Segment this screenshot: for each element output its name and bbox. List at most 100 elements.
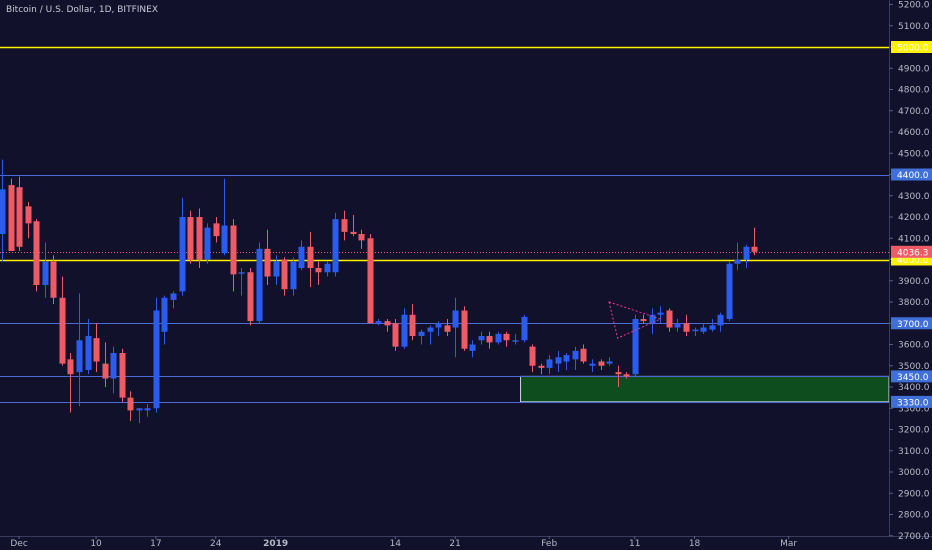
horizontal-levels-layer <box>0 46 889 403</box>
candle <box>25 202 32 239</box>
candle <box>161 295 168 345</box>
candle-body <box>435 323 442 328</box>
price-tick-label: 3400.0 <box>898 383 930 393</box>
candle <box>298 240 305 271</box>
candle <box>700 323 707 334</box>
candle-body <box>606 361 613 364</box>
candle <box>409 304 416 341</box>
candle-body <box>187 217 194 260</box>
candle <box>751 227 758 256</box>
candle <box>435 321 442 336</box>
candle <box>16 176 23 251</box>
price-tick-label: 4500.0 <box>898 149 930 159</box>
time-tick-label: 14 <box>390 539 402 549</box>
level-tag: 3700.0 <box>897 320 929 330</box>
candle-body <box>204 227 211 260</box>
last-price-tag: 4036.3 <box>897 248 929 258</box>
candle <box>290 257 297 296</box>
candle <box>418 329 425 345</box>
candle-body <box>478 336 485 341</box>
price-tick-label: 3600.0 <box>898 341 930 351</box>
candle-body <box>580 348 587 362</box>
time-axis[interactable]: Dec 10 17 24 2019 14 21 Feb 11 18 Mar <box>10 536 797 549</box>
time-tick-label: Dec <box>10 539 27 549</box>
candle <box>230 219 237 292</box>
candle <box>427 325 434 345</box>
candles-layer <box>0 159 758 424</box>
candle-body <box>298 246 305 268</box>
candle <box>495 331 502 345</box>
price-tick-label: 3200.0 <box>898 426 930 436</box>
candle-body <box>290 261 297 290</box>
candle-body <box>110 353 117 379</box>
level-tag-bg <box>891 395 932 408</box>
candle <box>238 268 245 296</box>
candle-body <box>657 312 664 315</box>
candle-body <box>427 327 434 332</box>
candle-body <box>572 350 579 360</box>
candle <box>392 319 399 351</box>
candle <box>358 229 365 249</box>
price-tags-layer: 5000.0 4400.0 4000.0 3700.0 3450.0 3330.0 4036… <box>891 41 932 408</box>
candle <box>273 255 280 285</box>
price-tick-label: 3500.0 <box>898 362 930 372</box>
candle-body <box>264 248 271 277</box>
candle <box>110 346 117 394</box>
drawing-layer <box>608 301 662 339</box>
candle-body <box>273 261 280 277</box>
candle <box>281 257 288 296</box>
candle <box>461 306 468 351</box>
time-tick-label: 17 <box>150 539 161 549</box>
triangle-pattern <box>608 301 662 339</box>
candle <box>144 404 151 417</box>
time-tick-label: 21 <box>449 539 460 549</box>
candle <box>649 308 656 334</box>
price-tick-label: 2700.0 <box>898 532 930 542</box>
candle <box>521 314 528 343</box>
candle <box>666 308 673 332</box>
candle-body <box>486 336 493 343</box>
candle <box>709 319 716 332</box>
candle <box>33 219 40 292</box>
candle-body <box>615 372 622 375</box>
candle-body <box>726 263 733 319</box>
candle-body <box>392 323 399 347</box>
candle <box>384 319 391 332</box>
time-tick-label: 24 <box>210 539 222 549</box>
level-tag-bg <box>891 317 932 330</box>
candle <box>0 159 6 262</box>
candle-body <box>341 219 348 232</box>
candle-body <box>674 323 681 328</box>
candle-body <box>25 206 32 224</box>
candle <box>401 308 408 349</box>
candle-body <box>384 321 391 326</box>
candle-body <box>649 314 656 324</box>
candle-body <box>418 331 425 336</box>
candle <box>674 319 681 332</box>
price-tick-label: 4300.0 <box>898 192 930 202</box>
candle <box>563 353 570 370</box>
price-tick-label: 3800.0 <box>898 298 930 308</box>
price-tick-label: 4800.0 <box>898 86 930 96</box>
candle-body <box>350 231 357 234</box>
price-tick-label: 3000.0 <box>898 468 930 478</box>
candle <box>93 323 100 373</box>
candle <box>127 391 134 421</box>
candle <box>85 319 92 375</box>
candle-body <box>401 314 408 347</box>
candle-body <box>495 333 502 343</box>
candle <box>42 242 49 298</box>
candle-body <box>461 310 468 349</box>
demand-zone <box>520 375 890 403</box>
candle-body <box>247 272 254 322</box>
candle-body <box>709 325 716 330</box>
candle <box>341 210 348 241</box>
candle-body <box>161 297 168 332</box>
candle-body <box>102 363 109 379</box>
candle <box>350 214 357 237</box>
candle <box>657 306 664 324</box>
candle-body <box>598 361 605 366</box>
